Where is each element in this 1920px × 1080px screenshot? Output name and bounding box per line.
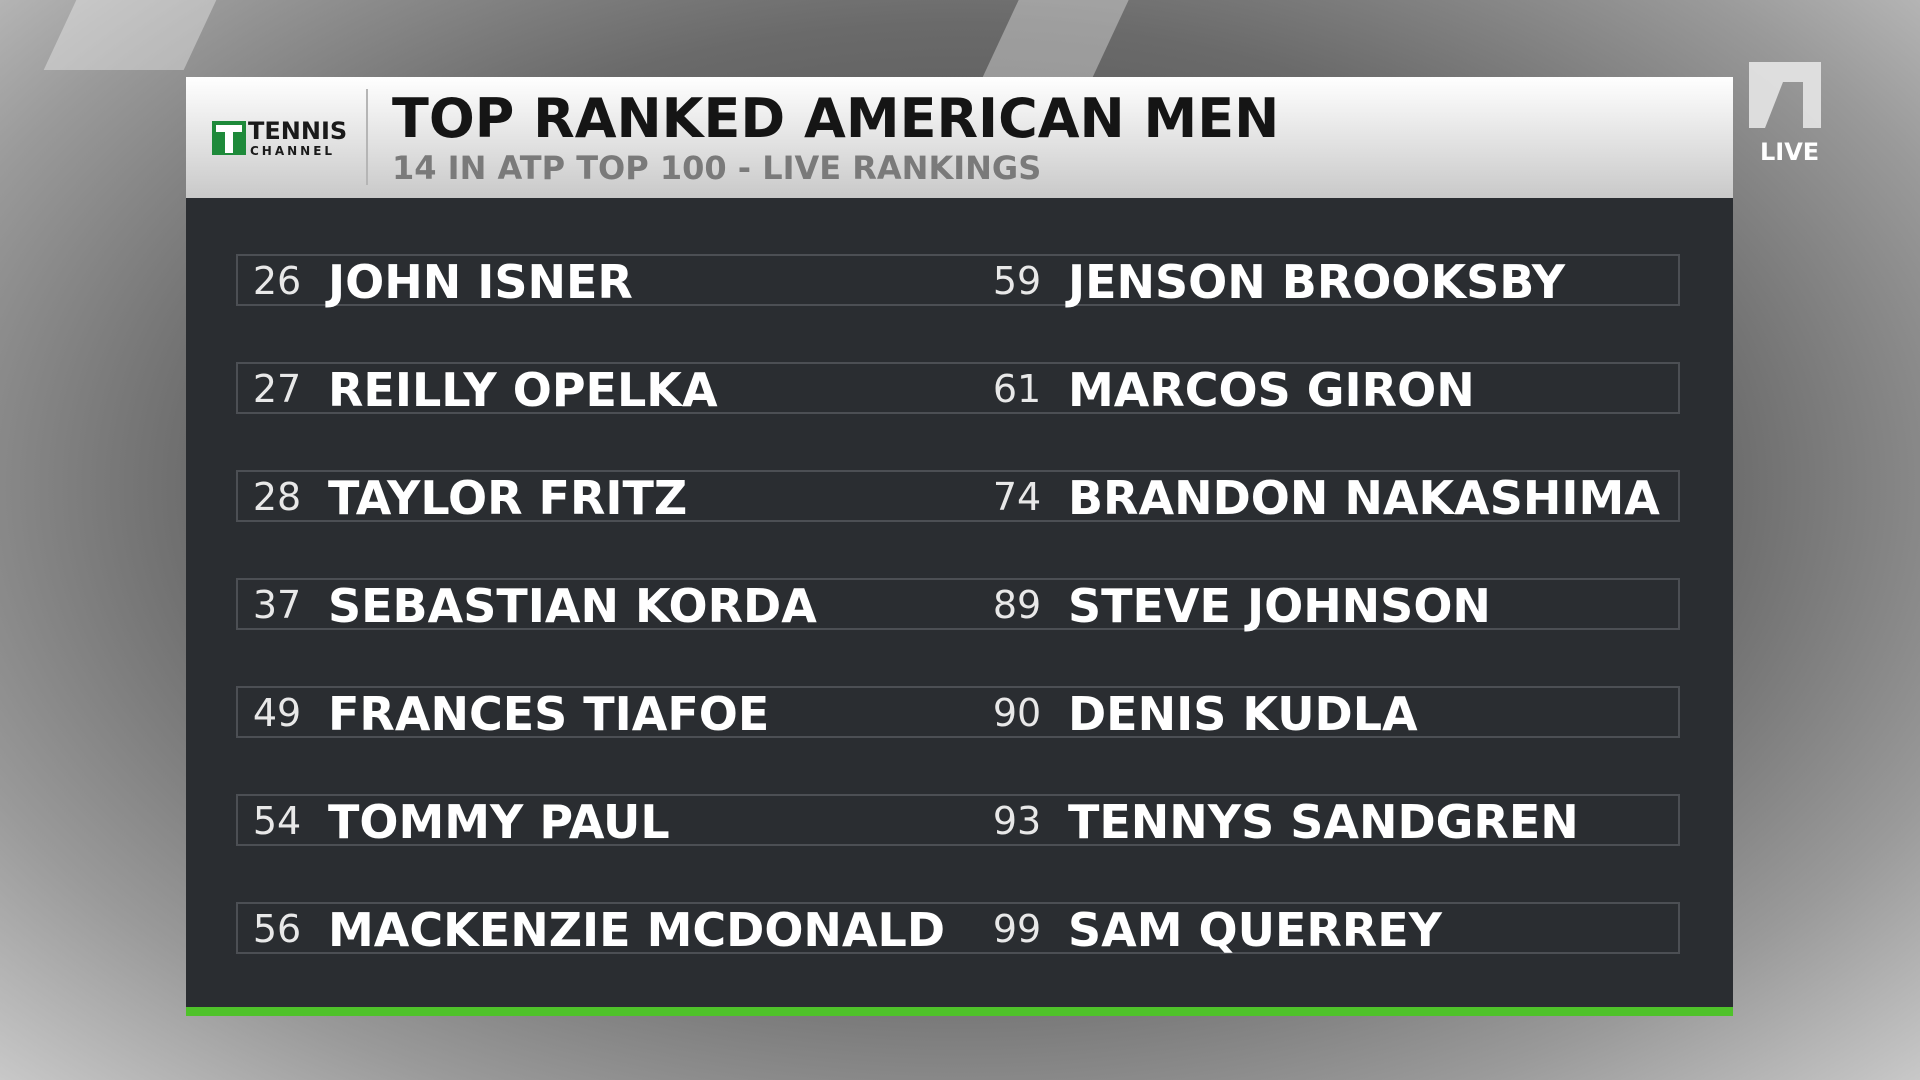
player-name: REILLY OPELKA — [328, 363, 718, 417]
subtitle: 14 IN ATP TOP 100 - LIVE RANKINGS — [392, 149, 1042, 187]
divider — [366, 89, 368, 185]
live-icon — [1749, 62, 1821, 128]
bg-stripe — [43, 0, 217, 70]
ranking-row: 28 TAYLOR FRITZ 74 BRANDON NAKASHIMA — [236, 470, 1680, 525]
accent-bar — [186, 1007, 1733, 1016]
header: TENNIS CHANNEL TOP RANKED AMERICAN MEN 1… — [186, 77, 1733, 198]
live-icon-shape — [1749, 62, 1821, 128]
rank: 54 — [252, 799, 302, 843]
rank: 99 — [992, 907, 1042, 951]
rank: 26 — [252, 259, 302, 303]
logo-t — [216, 125, 242, 153]
rank: 37 — [252, 583, 302, 627]
logo-name: TENNIS — [248, 117, 347, 145]
player-name: TOMMY PAUL — [328, 795, 670, 849]
ranking-row: 26 JOHN ISNER 59 JENSON BROOKSBY — [236, 254, 1680, 309]
player-name: TENNYS SANDGREN — [1068, 795, 1579, 849]
player-name: BRANDON NAKASHIMA — [1068, 471, 1660, 525]
rank: 74 — [992, 475, 1042, 519]
panel: TENNIS CHANNEL TOP RANKED AMERICAN MEN 1… — [186, 77, 1733, 1016]
ranking-row: 49 FRANCES TIAFOE 90 DENIS KUDLA — [236, 686, 1680, 741]
player-name: TAYLOR FRITZ — [328, 471, 688, 525]
player-name: JENSON BROOKSBY — [1068, 255, 1566, 309]
logo-sub: CHANNEL — [250, 144, 335, 158]
rank: 49 — [252, 691, 302, 735]
ranking-row: 54 TOMMY PAUL 93 TENNYS SANDGREN — [236, 794, 1680, 849]
player-name: SEBASTIAN KORDA — [328, 579, 817, 633]
live-label: LIVE — [1760, 138, 1820, 166]
ranking-row: 37 SEBASTIAN KORDA 89 STEVE JOHNSON — [236, 578, 1680, 633]
player-name: DENIS KUDLA — [1068, 687, 1418, 741]
player-name: MACKENZIE MCDONALD — [328, 903, 946, 957]
rank: 28 — [252, 475, 302, 519]
logo: TENNIS CHANNEL — [212, 117, 347, 158]
rank: 61 — [992, 367, 1042, 411]
rank: 93 — [992, 799, 1042, 843]
player-name: STEVE JOHNSON — [1068, 579, 1491, 633]
rank: 90 — [992, 691, 1042, 735]
player-name: FRANCES TIAFOE — [328, 687, 770, 741]
title: TOP RANKED AMERICAN MEN — [392, 87, 1280, 150]
rank: 56 — [252, 907, 302, 951]
player-name: MARCOS GIRON — [1068, 363, 1475, 417]
player-name: JOHN ISNER — [328, 255, 633, 309]
rank: 89 — [992, 583, 1042, 627]
ranking-row: 27 REILLY OPELKA 61 MARCOS GIRON — [236, 362, 1680, 417]
player-name: SAM QUERREY — [1068, 903, 1442, 957]
rank: 59 — [992, 259, 1042, 303]
ranking-row: 56 MACKENZIE MCDONALD 99 SAM QUERREY — [236, 902, 1680, 957]
rank: 27 — [252, 367, 302, 411]
bg-stripe — [981, 0, 1129, 80]
